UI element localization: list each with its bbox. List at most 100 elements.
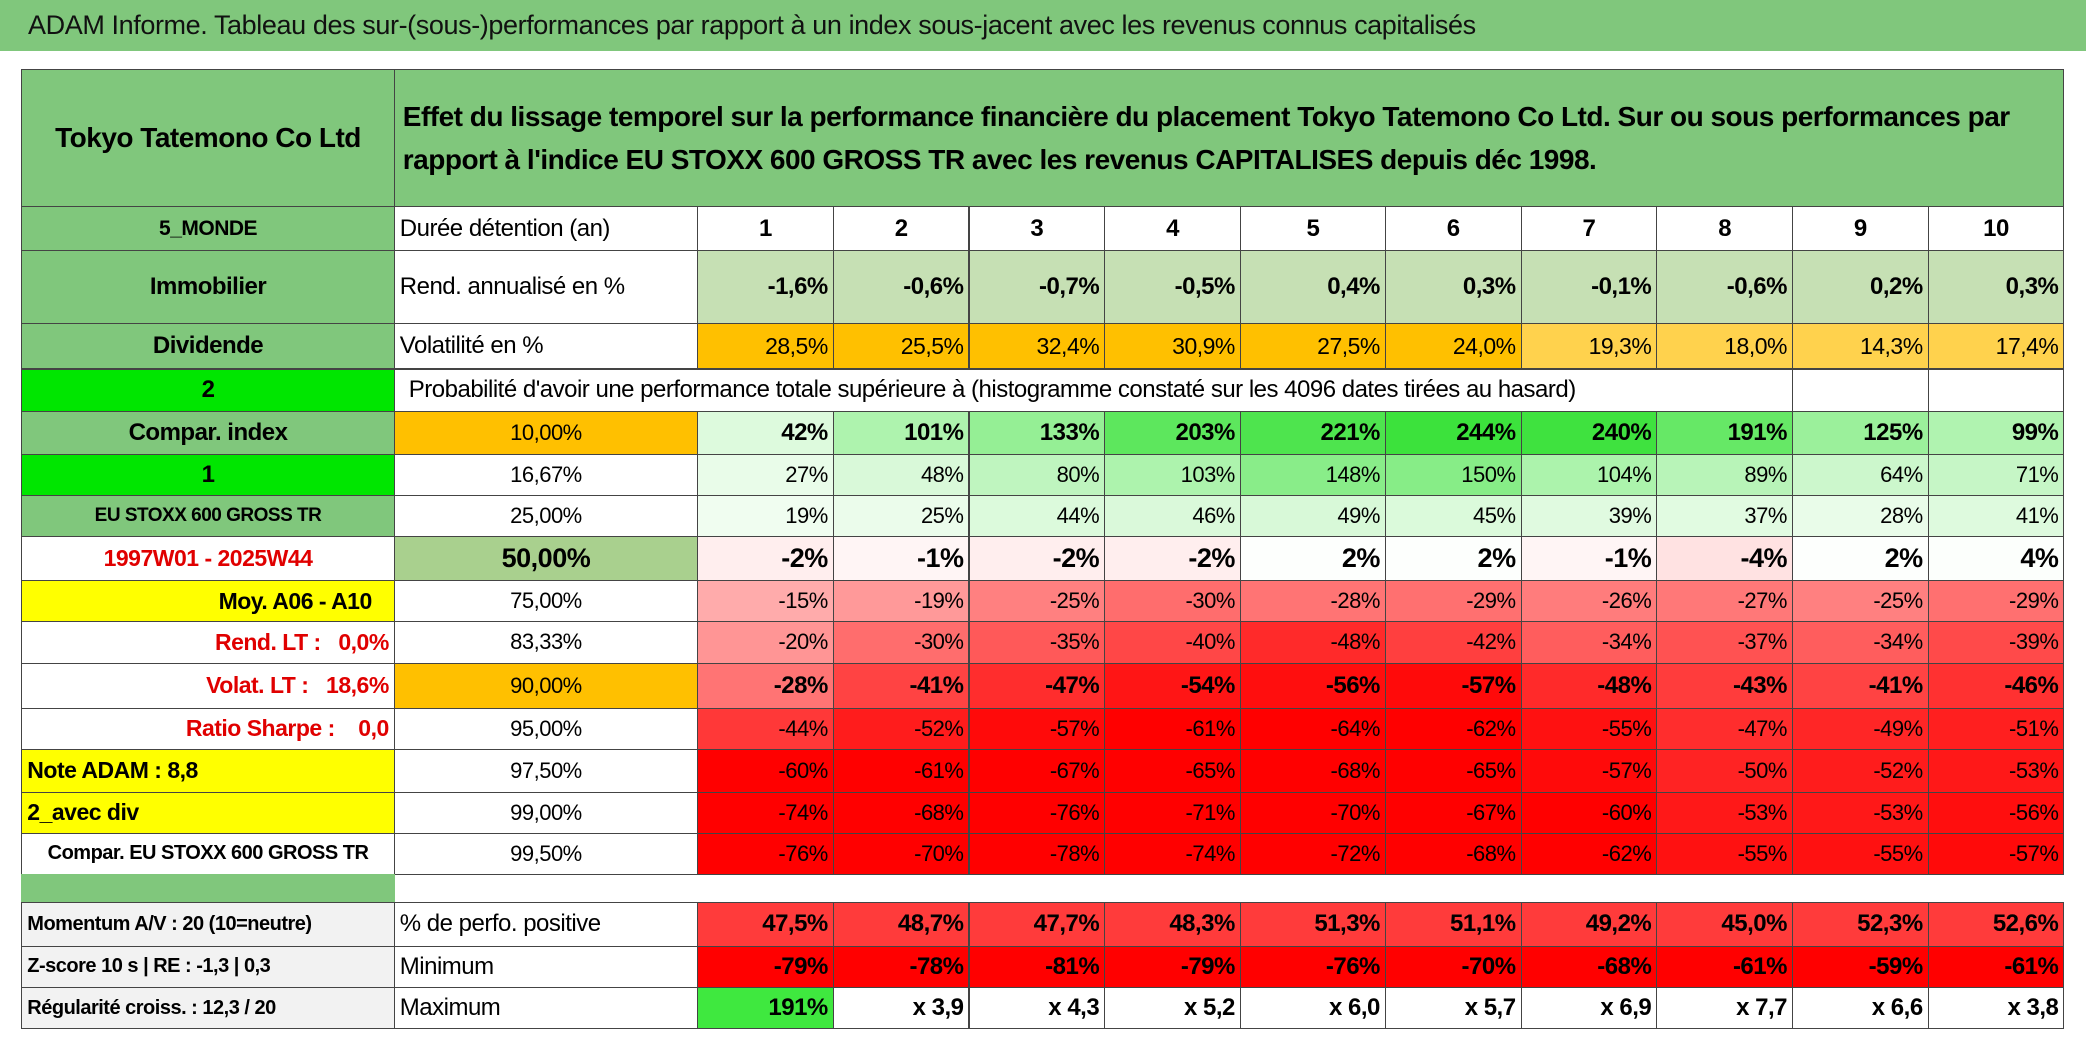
value-cell: -35% xyxy=(968,621,1106,664)
metric-label: Volatilité en % xyxy=(393,323,699,370)
value-cell: -34% xyxy=(1791,621,1929,664)
row-label: 2 xyxy=(21,368,395,413)
value-cell: -56% xyxy=(1239,662,1386,709)
percentile: 10,00% xyxy=(393,411,699,455)
value-cell: -64% xyxy=(1239,707,1386,750)
value-cell: -55% xyxy=(1791,832,1929,876)
value-cell: -62% xyxy=(1384,707,1522,750)
value-cell: 0,4% xyxy=(1239,250,1386,325)
holding-years: 10 xyxy=(1927,206,2065,252)
value-cell: 2% xyxy=(1239,536,1386,582)
value-cell: 221% xyxy=(1239,411,1386,455)
value-cell: -39% xyxy=(1927,621,2065,664)
value-cell: 46% xyxy=(1104,494,1241,538)
stat-label: % de perfo. positive xyxy=(393,901,699,947)
holding-years: 4 xyxy=(1104,206,1241,252)
holding-years: 8 xyxy=(1656,206,1793,252)
stat-label: Minimum xyxy=(393,945,699,989)
value-cell: 2% xyxy=(1384,536,1522,582)
holding-years: 1 xyxy=(697,206,834,252)
value-cell: 25% xyxy=(832,494,970,538)
stat-value: 47,5% xyxy=(697,901,834,947)
percentile: 97,50% xyxy=(393,748,699,793)
holding-years: 9 xyxy=(1791,206,1929,252)
value-cell: 27% xyxy=(697,453,834,496)
value-cell: -53% xyxy=(1791,791,1929,834)
value-cell: 240% xyxy=(1520,411,1658,455)
value-cell: -55% xyxy=(1520,707,1658,750)
value-cell: -46% xyxy=(1927,662,2065,709)
stat-value: -79% xyxy=(697,945,834,989)
value-cell: -60% xyxy=(1520,791,1658,834)
instrument-name: Tokyo Tatemono Co Ltd xyxy=(21,69,395,208)
holding-years: 7 xyxy=(1520,206,1658,252)
value-cell: 37% xyxy=(1656,494,1793,538)
holding-years: 6 xyxy=(1384,206,1522,252)
value-cell: 17,4% xyxy=(1927,323,2065,370)
value-cell: 203% xyxy=(1104,411,1241,455)
value-cell: -55% xyxy=(1656,832,1793,876)
stat-value: 49,2% xyxy=(1520,901,1658,947)
stat-value: -76% xyxy=(1239,945,1386,989)
percentile: 83,33% xyxy=(393,621,699,664)
value-cell: -62% xyxy=(1520,832,1658,876)
stat-value: -59% xyxy=(1791,945,1929,989)
stat-value: 52,6% xyxy=(1927,901,2065,947)
row-label: Moy. A06 - A10 xyxy=(21,580,395,623)
value-cell: -28% xyxy=(697,662,834,709)
value-cell: -61% xyxy=(832,748,970,793)
spacer xyxy=(21,874,395,903)
value-cell: -37% xyxy=(1656,621,1793,664)
row-label: 5_MONDE xyxy=(21,206,395,252)
row-label: Compar. index xyxy=(21,411,395,455)
value-cell: 191% xyxy=(1656,411,1793,455)
report-title: ADAM Informe. Tableau des sur-(sous-)per… xyxy=(0,0,2086,51)
value-cell: -25% xyxy=(968,580,1106,623)
value-cell: -70% xyxy=(1239,791,1386,834)
stat-value: -70% xyxy=(1384,945,1522,989)
value-cell: -25% xyxy=(1791,580,1929,623)
value-cell: 41% xyxy=(1927,494,2065,538)
percentile: 90,00% xyxy=(393,662,699,709)
value-cell: -70% xyxy=(832,832,970,876)
value-cell: 0,3% xyxy=(1927,250,2065,325)
value-cell: 28% xyxy=(1791,494,1929,538)
value-cell: -0,1% xyxy=(1520,250,1658,325)
stat-value: -61% xyxy=(1927,945,2065,989)
row-label: Compar. EU STOXX 600 GROSS TR xyxy=(21,832,395,876)
empty-cell xyxy=(1927,368,2065,413)
value-cell: 45% xyxy=(1384,494,1522,538)
value-cell: -68% xyxy=(832,791,970,834)
row-label: Immobilier xyxy=(21,250,395,325)
value-cell: -43% xyxy=(1656,662,1793,709)
metric-label: Durée détention (an) xyxy=(393,206,699,252)
value-cell: 148% xyxy=(1239,453,1386,496)
holding-years: 3 xyxy=(968,206,1106,252)
value-cell: -2% xyxy=(697,536,834,582)
percentile: 99,50% xyxy=(393,832,699,876)
value-cell: -15% xyxy=(697,580,834,623)
stat-value: 45,0% xyxy=(1656,901,1793,947)
value-cell: -1% xyxy=(1520,536,1658,582)
row-label: Note ADAM : 8,8 xyxy=(21,748,395,793)
value-cell: 49% xyxy=(1239,494,1386,538)
value-cell: -53% xyxy=(1927,748,2065,793)
value-cell: -44% xyxy=(697,707,834,750)
value-cell: 27,5% xyxy=(1239,323,1386,370)
value-cell: -67% xyxy=(1384,791,1522,834)
metric-label: Rend. annualisé en % xyxy=(393,250,699,325)
value-cell: 19,3% xyxy=(1520,323,1658,370)
value-cell: -76% xyxy=(697,832,834,876)
value-cell: -74% xyxy=(1104,832,1241,876)
value-cell: -20% xyxy=(697,621,834,664)
value-cell: 133% xyxy=(968,411,1106,455)
holding-years: 2 xyxy=(832,206,970,252)
stat-value: 51,1% xyxy=(1384,901,1522,947)
stat-value: -78% xyxy=(832,945,970,989)
percentile: 16,67% xyxy=(393,453,699,496)
percentile: 50,00% xyxy=(393,536,699,582)
value-cell: 28,5% xyxy=(697,323,834,370)
value-cell: -50% xyxy=(1656,748,1793,793)
value-cell: -4% xyxy=(1656,536,1793,582)
